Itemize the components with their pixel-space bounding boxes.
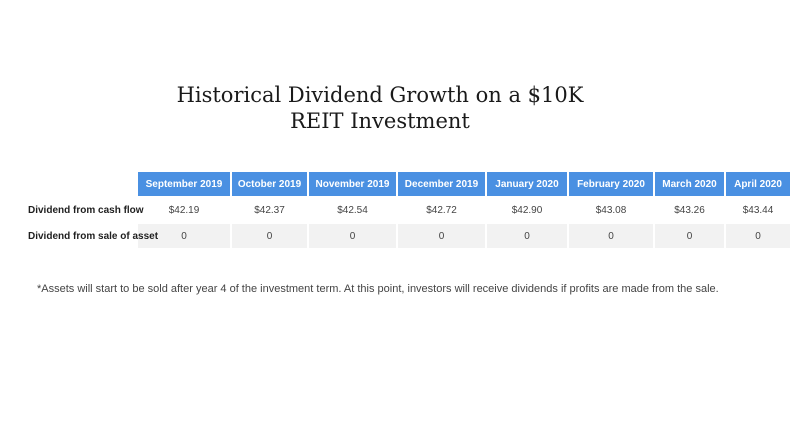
- column-header: October 2019: [232, 172, 307, 196]
- table-cell: 0: [487, 224, 567, 248]
- table-cell: $42.54: [309, 198, 396, 222]
- table-corner: [2, 172, 136, 196]
- footnote: *Assets will start to be sold after year…: [37, 283, 719, 295]
- column-header: March 2020: [655, 172, 724, 196]
- row-label: Dividend from cash flow: [28, 204, 144, 216]
- column-header: April 2020: [726, 172, 790, 196]
- table-cell: $43.08: [569, 198, 653, 222]
- table-cell: $42.72: [398, 198, 485, 222]
- table-cell: $42.90: [487, 198, 567, 222]
- column-header: September 2019: [138, 172, 230, 196]
- column-header: January 2020: [487, 172, 567, 196]
- page-title: Historical Dividend Growth on a $10K REI…: [176, 83, 584, 133]
- table-row: Dividend from cash flow $42.19 $42.37 $4…: [2, 198, 790, 222]
- table-cell: 0: [569, 224, 653, 248]
- column-header: November 2019: [309, 172, 396, 196]
- dividend-table: September 2019 October 2019 November 201…: [0, 170, 790, 250]
- table-cell: 0: [138, 224, 230, 248]
- column-header: February 2020: [569, 172, 653, 196]
- table-cell: 0: [726, 224, 790, 248]
- table-cell: $43.26: [655, 198, 724, 222]
- table-row: Dividend from sale of asset 0 0 0 0 0 0 …: [2, 224, 790, 248]
- table-cell: $43.44: [726, 198, 790, 222]
- table-cell: $42.37: [232, 198, 307, 222]
- table-cell: 0: [398, 224, 485, 248]
- table-cell: 0: [655, 224, 724, 248]
- table-header-row: September 2019 October 2019 November 201…: [2, 172, 790, 196]
- table-cell: $42.19: [138, 198, 230, 222]
- row-label: Dividend from sale of asset: [28, 230, 159, 242]
- table-cell: 0: [232, 224, 307, 248]
- column-header: December 2019: [398, 172, 485, 196]
- table-cell: 0: [309, 224, 396, 248]
